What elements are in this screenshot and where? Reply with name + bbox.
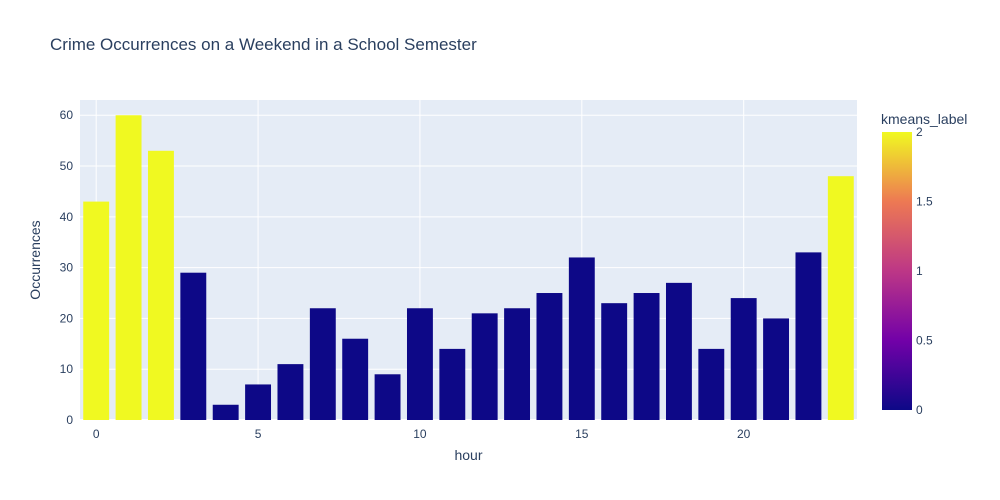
y-tick-label: 10 — [60, 362, 74, 376]
y-axis-ticks: 0 10 20 30 40 50 60 — [60, 108, 74, 427]
bar — [504, 308, 531, 420]
bar — [212, 404, 239, 420]
bar — [406, 308, 433, 420]
bar — [827, 176, 854, 420]
x-tick-label: 10 — [413, 427, 427, 441]
chart-title: Crime Occurrences on a Weekend in a Scho… — [50, 35, 477, 54]
bar — [730, 298, 757, 420]
y-tick-label: 0 — [66, 413, 73, 427]
y-tick-label: 40 — [60, 210, 74, 224]
bar — [439, 348, 466, 420]
x-axis-ticks: 0 5 10 15 20 — [93, 427, 751, 441]
colorbar-tick-label: 2 — [916, 125, 923, 139]
bar — [601, 303, 628, 420]
bar — [342, 338, 369, 420]
bar — [83, 201, 110, 420]
bar — [374, 374, 401, 420]
y-tick-label: 30 — [60, 261, 74, 275]
x-axis-title: hour — [454, 447, 482, 463]
y-tick-label: 60 — [60, 108, 74, 122]
bar — [763, 318, 790, 420]
y-tick-label: 20 — [60, 311, 74, 325]
colorbar-ticks: 0 0.5 1 1.5 2 — [916, 125, 933, 417]
bar — [245, 384, 272, 420]
bar — [309, 308, 336, 420]
bar — [536, 293, 563, 420]
x-tick-label: 20 — [737, 427, 751, 441]
y-axis-title: Occurrences — [27, 220, 43, 299]
colorbar — [882, 132, 912, 410]
y-tick-label: 50 — [60, 159, 74, 173]
bar — [665, 282, 692, 420]
bar — [147, 150, 174, 421]
colorbar-tick-label: 1 — [916, 264, 923, 278]
bar — [115, 115, 142, 420]
bar — [698, 348, 725, 420]
colorbar-title: kmeans_label — [881, 111, 967, 127]
colorbar-tick-label: 0 — [916, 403, 923, 417]
bar — [180, 272, 207, 420]
x-tick-label: 15 — [575, 427, 589, 441]
bars — [83, 115, 854, 421]
bar — [633, 293, 660, 420]
colorbar-tick-label: 0.5 — [916, 334, 933, 348]
colorbar-tick-label: 1.5 — [916, 195, 933, 209]
bar — [568, 257, 595, 420]
x-tick-label: 5 — [255, 427, 262, 441]
bar — [795, 252, 822, 420]
bar — [277, 364, 304, 420]
x-tick-label: 0 — [93, 427, 100, 441]
bar — [471, 313, 498, 420]
plot-area — [80, 100, 857, 420]
